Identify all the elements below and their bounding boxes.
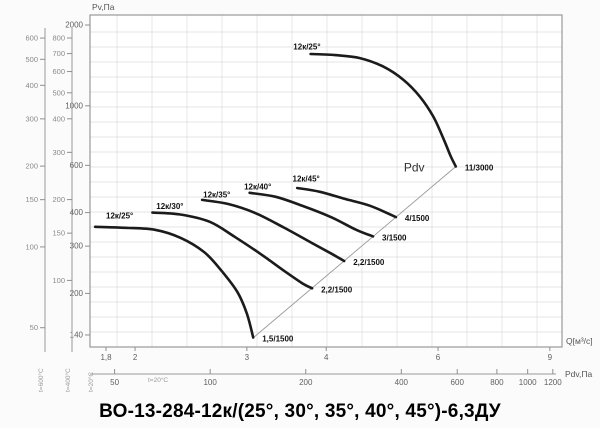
curve-name-label: 12к/30° (156, 202, 183, 211)
secondary-axis-tick-label: 200 (52, 195, 65, 204)
secondary-axis-tick-label: 500 (25, 55, 38, 64)
fan-curve (295, 186, 398, 219)
secondary-axis-tick-label: 150 (52, 229, 65, 238)
pdv-axis-tick-label: 200 (299, 378, 313, 387)
axis-condition-label: t=400°C (64, 368, 72, 392)
power-speed-label: 2,2/1500 (353, 258, 385, 267)
secondary-axis-tick-label: 100 (25, 242, 38, 251)
chart-title: ВО-13-284-12к/(25°, 30°, 35°, 40°, 45°)-… (99, 401, 501, 422)
y-axis-tick-label: 600 (70, 161, 84, 170)
x-axis-tick-label: 2 (133, 353, 138, 362)
pdv-axis-tick-label: 600 (451, 378, 465, 387)
main-axis-condition-label: t=20°C (87, 372, 95, 392)
fan-curve (248, 191, 375, 238)
secondary-axis-tick-label: 600 (52, 67, 65, 76)
fan-performance-chart: Pv,Па 2000 1000 600 400 300 200 140 t=20°C 600 500… (25, 2, 593, 392)
power-speed-label: 3/1500 (382, 233, 407, 242)
power-speed-label: 2,2/1500 (321, 285, 353, 294)
secondary-axis-tick-label: 500 (52, 88, 65, 97)
pdv-axis-title: Pdv,Па (565, 369, 592, 379)
curve-name-label: 12к/25° (106, 212, 133, 221)
plot-background (90, 15, 562, 347)
x-axis-tick-label: 1,8 (100, 353, 112, 362)
x-axis-title: Q[м³/с] (566, 336, 593, 346)
curve-name-label: 12к/40° (244, 183, 271, 192)
secondary-axis-tick-label: 400 (52, 114, 65, 123)
secondary-axis-tick-label: 800 (52, 34, 65, 43)
fan-curve (200, 198, 346, 263)
secondary-axis-tick-label: 700 (52, 49, 65, 58)
secondary-axis-tick-label: 300 (52, 148, 65, 157)
secondary-axis-tick-label: 150 (25, 195, 38, 204)
power-speed-label: 4/1500 (405, 214, 430, 223)
power-speed-label: 1,5/1500 (262, 335, 294, 344)
pdv-axis-tick-label: 100 (203, 378, 217, 387)
curve-name-label: 12к/25° (293, 43, 320, 52)
secondary-axis-tick-label: 300 (25, 114, 38, 123)
pdv-axis-condition-label: t=20°C (148, 376, 168, 384)
secondary-axis-tick-label: 100 (52, 276, 65, 285)
pdv-axis-tick-label: 800 (490, 378, 504, 387)
secondary-axis-tick-label: 200 (25, 162, 38, 171)
secondary-axis-tick-label: 50 (30, 323, 38, 332)
pdv-line-label: Pdv (404, 160, 425, 174)
y-axis-tick-label: 1000 (65, 101, 83, 110)
fan-curve (309, 52, 458, 168)
x-axis-tick-label: 9 (548, 353, 553, 362)
fan-curve (151, 211, 314, 290)
pdv-axis-tick-label: 400 (395, 378, 409, 387)
pdv-axis-tick-label: 1000 (519, 378, 537, 387)
x-axis-tick-label: 3 (245, 353, 250, 362)
pdv-axis-tick-label: 1200 (544, 378, 562, 387)
y-axis-tick-label: 400 (70, 208, 84, 217)
x-axis-tick-label: 4 (324, 353, 329, 362)
y-axis-title: Pv,Па (92, 2, 115, 12)
pdv-parabola-line (252, 166, 457, 339)
power-speed-label: 11/3000 (465, 164, 494, 173)
y-axis-tick-label: 140 (70, 330, 84, 339)
axis-condition-label: t=600°C (37, 368, 45, 392)
y-axis-tick-label: 300 (70, 242, 84, 251)
y-axis-tick-label: 2000 (65, 21, 83, 30)
y-axis-tick-label: 200 (70, 289, 84, 298)
curve-name-label: 12к/45° (293, 175, 320, 184)
secondary-axis-tick-label: 600 (25, 34, 38, 43)
pdv-axis-tick-label: 50 (110, 378, 119, 387)
fan-curve (93, 225, 255, 339)
x-axis-tick-label: 6 (436, 353, 441, 362)
curve-name-label: 12к/35° (203, 191, 230, 200)
secondary-axis-tick-label: 400 (25, 81, 38, 90)
